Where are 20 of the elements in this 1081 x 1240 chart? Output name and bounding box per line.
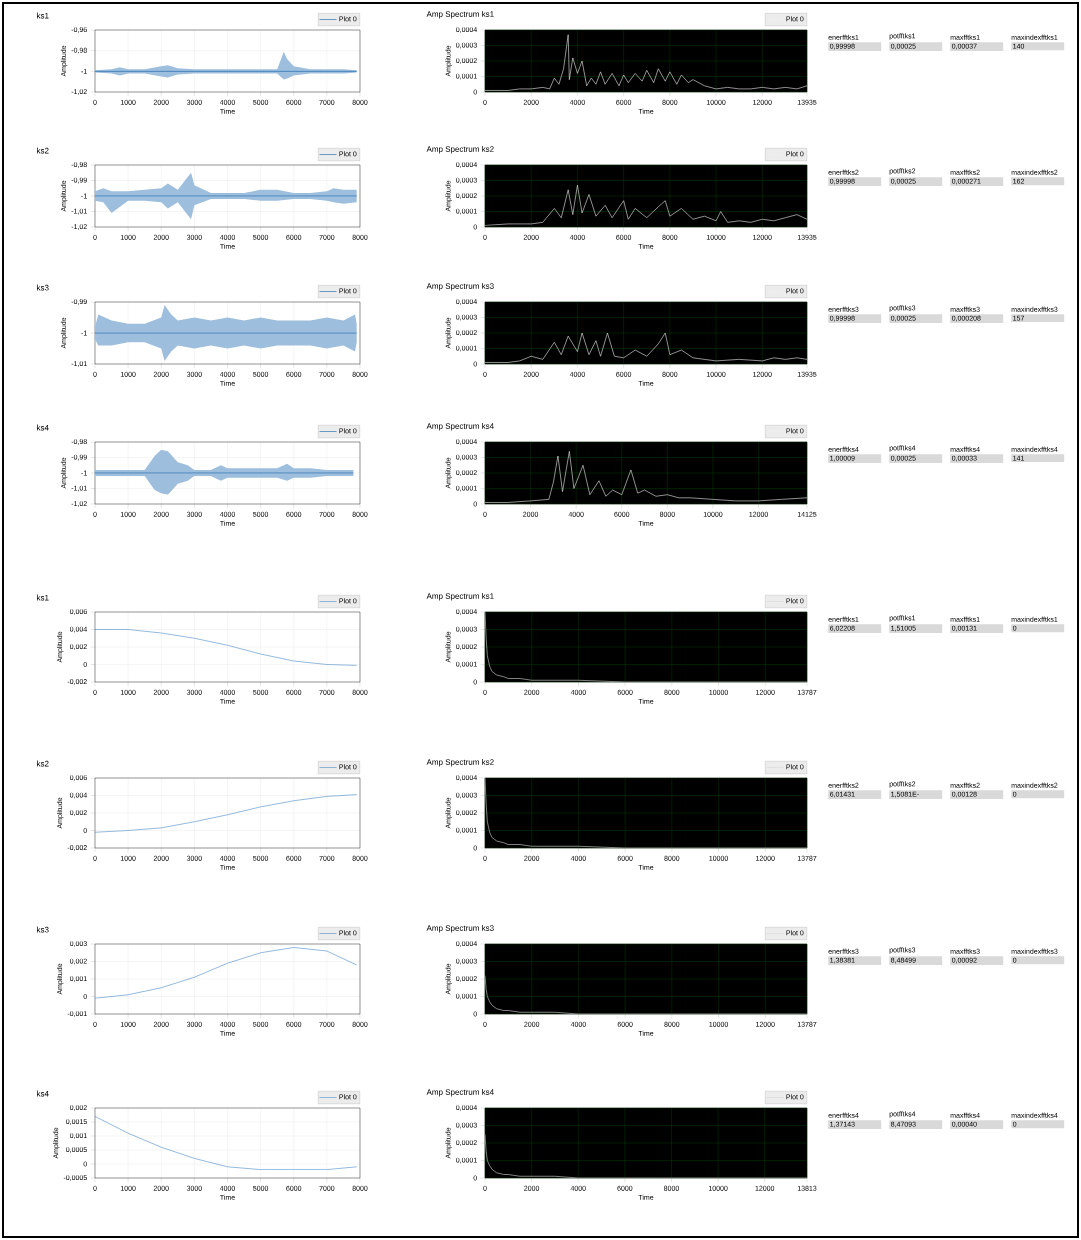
chart-title: ks4 xyxy=(37,424,49,431)
chart-title: Amp Spectrum ks3 xyxy=(426,925,494,933)
chart-title: ks1 xyxy=(37,12,49,19)
chart-title: ks1 xyxy=(37,594,49,601)
chart-title: Amp Spectrum ks4 xyxy=(426,1089,494,1097)
line-series xyxy=(95,794,357,833)
line-series xyxy=(95,629,357,666)
chart-title: Amp Spectrum ks1 xyxy=(426,11,494,19)
line-series xyxy=(95,947,357,999)
chart-title: Amp Spectrum ks2 xyxy=(426,146,494,154)
chart-title: Amp Spectrum ks2 xyxy=(426,759,494,767)
chart-title: ks2 xyxy=(37,760,49,767)
chart-title: ks3 xyxy=(37,926,49,933)
chart-title: ks2 xyxy=(37,147,49,154)
chart-title: Amp Spectrum ks1 xyxy=(426,593,494,601)
chart-title: Amp Spectrum ks3 xyxy=(426,283,494,291)
chart-title: ks3 xyxy=(37,284,49,291)
line-series xyxy=(485,451,807,503)
chart-title: ks4 xyxy=(37,1090,49,1097)
chart-title: Amp Spectrum ks4 xyxy=(426,423,494,431)
